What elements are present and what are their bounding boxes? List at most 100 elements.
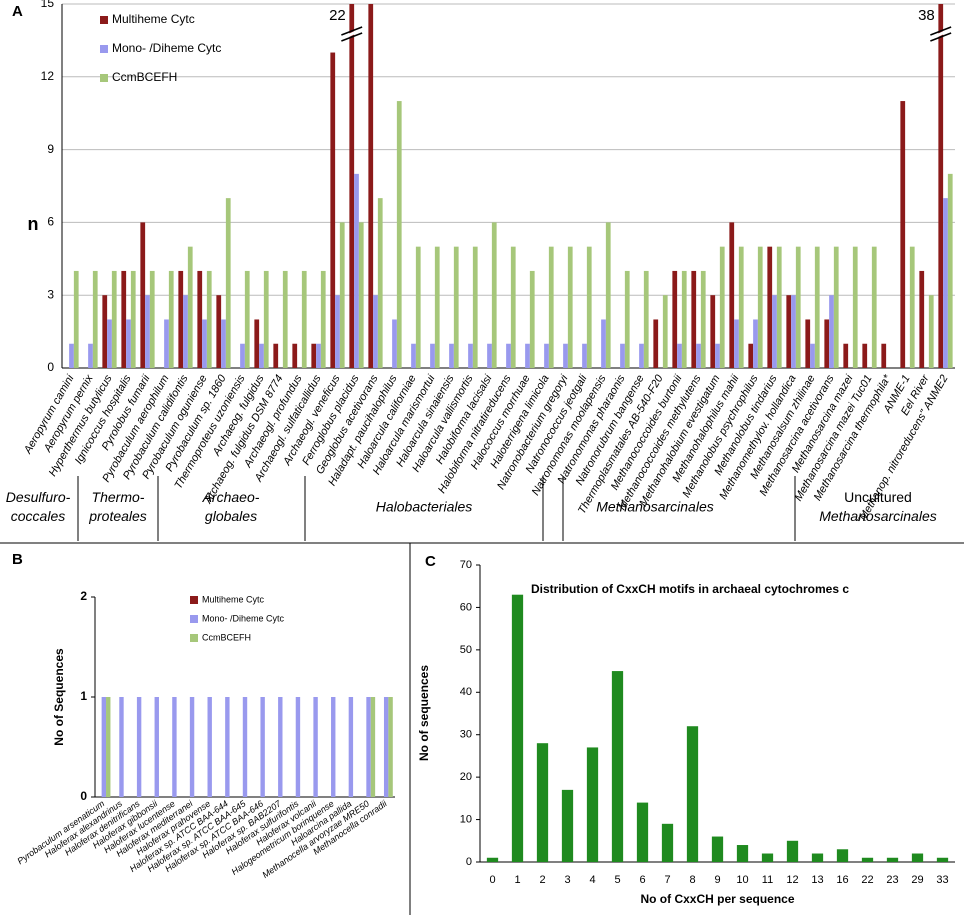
bar [776,246,782,368]
x-tick-label: 0 [489,874,495,886]
bar [206,270,212,368]
bar [836,849,849,862]
bar [601,319,606,368]
bar [335,295,340,368]
bar [73,270,79,368]
bar [292,343,298,368]
legend-label: Mono- /Diheme Cytc [202,613,285,623]
bar [449,343,454,368]
bar [491,222,497,368]
bar [805,319,811,368]
group-label: coccales [11,508,65,524]
panel-label: C [425,553,436,570]
break-value-label: 38 [918,7,935,24]
bar [187,246,193,368]
bar [736,845,749,862]
bar [366,697,371,797]
y-tick-label: 0 [47,360,54,374]
bar [677,343,682,368]
bar [639,343,644,368]
y-tick-label: 0 [80,789,87,803]
bar [260,697,265,797]
bar [829,295,834,368]
bar [472,246,478,368]
bar [339,222,345,368]
bar [358,222,364,368]
bar [370,697,376,797]
bar [767,246,773,368]
x-tick-label: 13 [811,874,823,886]
bar [487,343,492,368]
x-tick-label: 4 [589,874,595,886]
bar [620,343,625,368]
bar [943,198,948,368]
y-tick-label: 3 [47,287,54,301]
bar [197,270,203,368]
bar [178,270,184,368]
bar [561,789,574,862]
bar [430,343,435,368]
bar [938,4,944,368]
bar [216,295,222,368]
x-tick-label: 3 [564,874,570,886]
bar [852,246,858,368]
bar [154,697,159,797]
bar [544,343,549,368]
bar [468,343,473,368]
y-axis-label: No of sequences [417,665,431,761]
bar [130,270,136,368]
bar [711,836,724,862]
bar [183,295,188,368]
bar [748,343,754,368]
x-tick-label: 12 [786,874,798,886]
x-tick-label: 11 [762,874,773,886]
y-axis-label: No of Sequences [52,648,66,746]
bar [548,246,554,368]
bar [511,594,524,862]
bar [586,747,599,862]
bar [486,857,499,862]
bar [691,270,697,368]
panel-label: A [12,3,23,20]
x-tick-label: 8 [689,874,695,886]
x-tick-label: 9 [714,874,720,886]
bar [396,101,402,368]
x-tick-label: 5 [614,874,620,886]
bar [164,319,169,368]
bar [729,222,735,368]
group-label: Methanosarcinales [596,499,714,515]
bar [563,343,568,368]
bar [295,697,301,797]
bar [861,857,874,862]
axis-break [930,26,952,36]
bar [529,270,535,368]
bar [811,853,824,862]
bar [106,697,111,797]
y-tick-label: 30 [460,729,472,741]
bar [700,270,706,368]
x-tick-label: 22 [861,874,873,886]
bar [900,101,906,368]
bars [486,594,949,862]
bar [263,270,269,368]
bar [753,319,758,368]
bar [643,270,649,368]
bar [377,198,383,368]
bar [947,173,953,368]
bar [121,270,127,368]
x-tick-label: 2 [539,874,545,886]
bar [624,270,630,368]
chart-title: Distribution of CxxCH motifs in archaeal… [531,582,849,596]
bar [316,343,321,368]
bar [586,246,592,368]
bar [168,270,174,368]
y-tick-label: 9 [47,142,54,156]
bar [605,222,611,368]
bar [672,270,678,368]
bar [383,697,389,797]
bar [582,343,587,368]
bars [69,4,953,368]
bar [824,319,830,368]
